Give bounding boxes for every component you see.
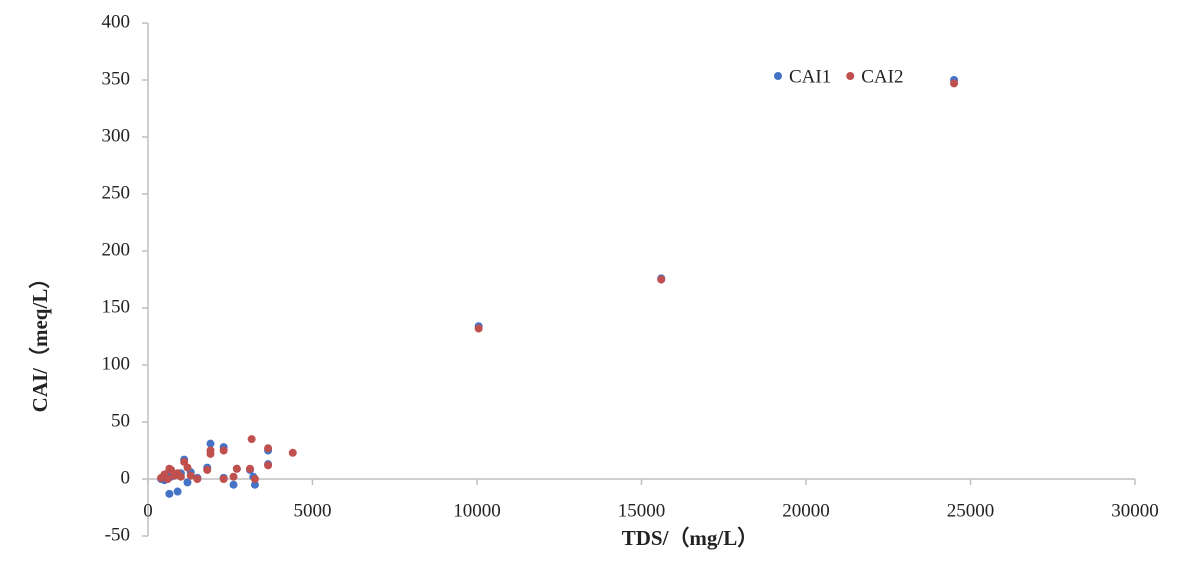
point — [206, 446, 215, 455]
y-tick-label: 150 — [102, 296, 131, 317]
legend-marker — [774, 72, 782, 80]
x-tick-label: 25000 — [947, 500, 995, 521]
point — [474, 324, 483, 333]
point — [264, 444, 273, 453]
x-tick-label: 10000 — [453, 500, 501, 521]
y-tick-label: 200 — [102, 239, 131, 260]
y-axis-title: CAI/（meq/L） — [28, 268, 52, 413]
point — [264, 461, 273, 470]
point — [173, 487, 182, 496]
point — [232, 464, 241, 473]
x-tick-label: 30000 — [1111, 500, 1159, 521]
y-tick-label: 300 — [102, 125, 131, 146]
y-tick-label: 50 — [111, 410, 130, 431]
y-tick-label: 250 — [102, 182, 131, 203]
legend-label: CAI1 — [789, 66, 831, 87]
point — [163, 475, 172, 483]
x-tick-label: 5000 — [294, 500, 332, 521]
point — [229, 480, 238, 489]
x-tick-label: 0 — [143, 500, 153, 521]
point — [183, 463, 192, 472]
x-axis-title: TDS/（mg/L） — [622, 526, 759, 550]
x-tick-label: 15000 — [618, 500, 666, 521]
legend-marker — [846, 72, 855, 80]
point — [657, 275, 666, 284]
point — [206, 439, 215, 448]
legend-label: CAI2 — [861, 66, 903, 87]
point — [183, 478, 192, 487]
point — [157, 473, 166, 482]
point — [170, 471, 179, 480]
point — [250, 475, 259, 483]
point — [219, 475, 228, 483]
point — [219, 446, 228, 455]
point — [250, 480, 259, 489]
x-tick-label: 20000 — [782, 500, 830, 521]
point — [193, 475, 202, 483]
point — [203, 465, 212, 474]
y-tick-label: -50 — [105, 524, 130, 545]
y-tick-label: 400 — [102, 11, 131, 32]
y-tick-label: 100 — [102, 353, 131, 374]
point — [288, 448, 297, 457]
point — [186, 471, 195, 480]
point — [950, 79, 959, 88]
point — [165, 489, 174, 498]
y-tick-label: 350 — [102, 68, 131, 89]
point — [247, 435, 256, 444]
point — [245, 464, 254, 473]
y-tick-label: 0 — [121, 467, 131, 488]
point — [229, 472, 238, 481]
point — [176, 472, 185, 481]
